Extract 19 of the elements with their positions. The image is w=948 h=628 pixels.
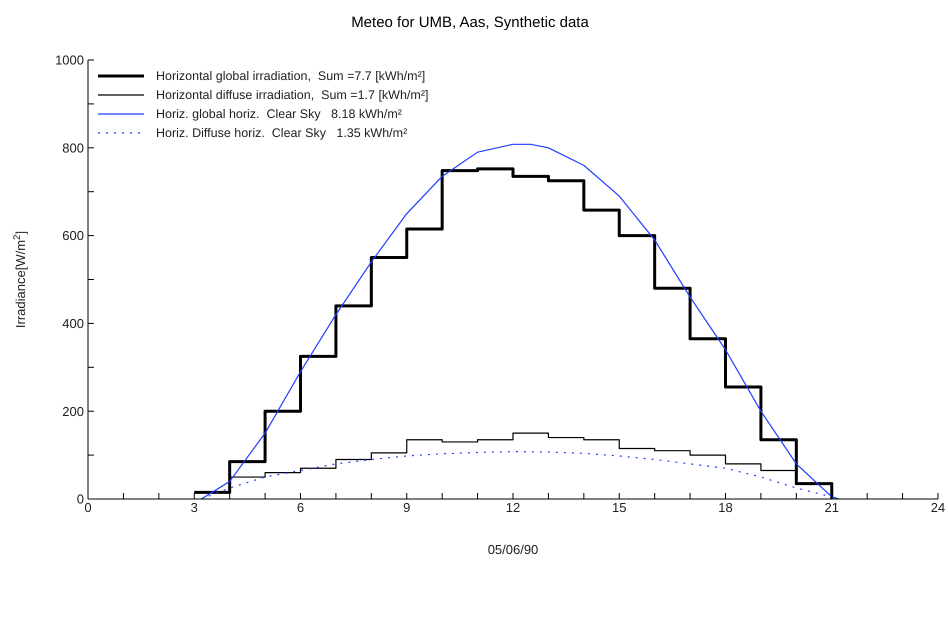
x-tick-label: 9 [403, 500, 410, 516]
x-tick-label: 12 [506, 500, 520, 516]
y-tick-label: 400 [62, 316, 84, 332]
x-tick-label: 15 [612, 500, 626, 516]
legend-label: Horizontal global irradiation, Sum =7.7 [kWh/m²] [156, 68, 426, 82]
legend-label: Horiz. global horiz. Clear Sky 8.18 kWh/m² [156, 106, 402, 120]
x-tick-label: 21 [824, 500, 839, 516]
y-tick-label: 1000 [55, 52, 84, 68]
x-axis-title: 05/06/90 [488, 542, 538, 557]
x-tick-label: 3 [190, 500, 198, 516]
chart-title: Meteo for UMB, Aas, Synthetic data [350, 14, 590, 31]
legend-label: Horizontal diffuse irradiation, Sum =1.7 [kWh/m²] [156, 88, 428, 102]
x-tick-label: 24 [930, 500, 946, 516]
x-tick-label: 18 [718, 500, 733, 516]
y-tick-label: 200 [62, 404, 84, 419]
y-tick-label: 800 [62, 140, 84, 156]
y-tick-label: 600 [62, 228, 84, 244]
legend-label: Horiz. Diffuse horiz. Clear Sky 1.35 kWh/m² [156, 126, 408, 140]
x-tick-label: 6 [296, 500, 304, 516]
